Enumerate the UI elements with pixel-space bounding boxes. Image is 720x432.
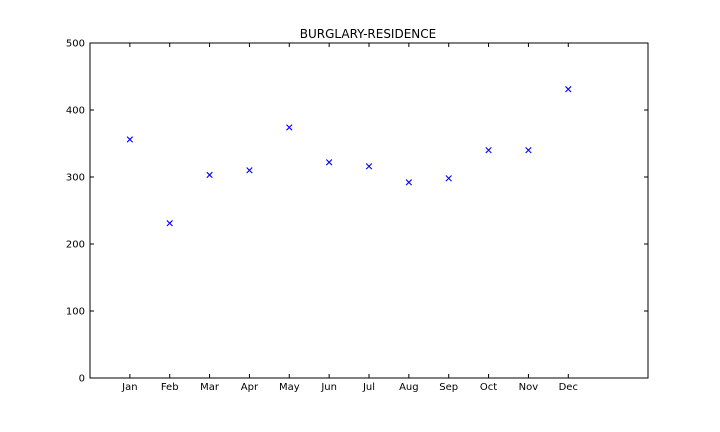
y-tick-label: 0 bbox=[79, 374, 85, 385]
data-point bbox=[166, 220, 173, 227]
x-tick-label: Nov bbox=[519, 382, 539, 393]
x-tick-label: Feb bbox=[161, 382, 179, 393]
x-tick-label: Jul bbox=[362, 382, 375, 393]
x-tick-label: Oct bbox=[480, 382, 497, 393]
plot-area-frame bbox=[89, 42, 649, 379]
x-tick-label: May bbox=[279, 382, 300, 393]
x-tick-label: Aug bbox=[399, 382, 419, 393]
data-point bbox=[565, 86, 572, 93]
y-tick-label: 100 bbox=[66, 307, 85, 318]
data-point bbox=[525, 147, 532, 154]
y-tick-label: 400 bbox=[66, 106, 85, 117]
x-tick-label: Jan bbox=[121, 382, 137, 393]
x-tick-label: Mar bbox=[200, 382, 220, 393]
data-point bbox=[246, 167, 253, 174]
x-tick-label: Dec bbox=[559, 382, 578, 393]
data-point bbox=[405, 179, 413, 186]
data-point bbox=[206, 171, 213, 179]
x-tick-label: Apr bbox=[241, 382, 259, 393]
data-series bbox=[126, 86, 572, 227]
data-point bbox=[485, 147, 492, 154]
y-tick-label: 500 bbox=[66, 39, 85, 50]
data-point bbox=[286, 124, 293, 131]
y-tick-label: 300 bbox=[66, 173, 85, 184]
x-tick-label: Jun bbox=[320, 382, 337, 393]
data-point bbox=[325, 159, 333, 166]
x-axis: Jan Feb Mar Apr May Jun Jul Aug Sep Oct Nov Dec bbox=[121, 43, 578, 393]
data-point bbox=[365, 163, 373, 170]
data-point bbox=[126, 136, 134, 143]
y-tick-label: 200 bbox=[66, 240, 85, 251]
y-axis: 0 100 200 300 400 500 bbox=[66, 39, 648, 385]
x-tick-label: Sep bbox=[439, 382, 458, 393]
chart-title: BURGLARY-RESIDENCE bbox=[300, 27, 436, 41]
data-point bbox=[445, 175, 452, 182]
